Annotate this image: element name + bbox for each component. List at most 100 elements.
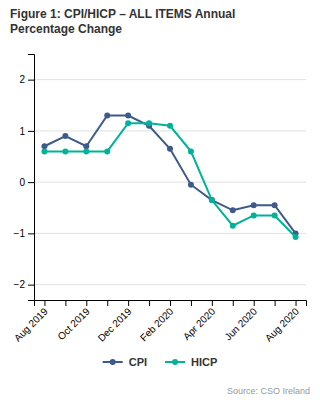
grid-line [34, 233, 306, 234]
point [167, 123, 173, 129]
y-tick-mark [28, 233, 34, 234]
marks [41, 113, 298, 240]
x-axis-line [35, 301, 307, 307]
point [188, 182, 194, 188]
x-tick-mark [128, 300, 129, 306]
point [41, 143, 47, 149]
x-tick [275, 300, 276, 306]
y-tick-label: 1 [19, 126, 25, 137]
point [188, 148, 194, 154]
grid-line [34, 79, 306, 80]
y-tick-label: 2 [19, 74, 25, 85]
legend-label: HICP [191, 356, 217, 368]
grid-line [34, 130, 306, 131]
x-tick [107, 300, 108, 306]
series [41, 113, 298, 237]
chart-container: Figure 1: CPI/HICP – ALL ITEMS AnnualPer… [0, 0, 320, 400]
x-tick: Apr 2020 [181, 300, 218, 342]
title-line: Percentage Change [10, 22, 122, 36]
x-tick-label: Oct 2019 [55, 305, 92, 342]
x-tick-mark [212, 300, 213, 306]
x-tick-mark [275, 300, 276, 306]
x-tick-label: Apr 2020 [181, 305, 218, 342]
y-axis: −2 −1 0 1 2 [14, 55, 35, 301]
legend-item: HICP [165, 356, 217, 368]
x-tick-mark [296, 300, 297, 306]
x-axis: Aug 2019Oct 2019Dec 2019Feb 2020Apr 2020… [12, 300, 307, 344]
point [293, 234, 299, 240]
series [41, 120, 298, 240]
grid-line [34, 284, 306, 285]
point [230, 223, 236, 229]
title: Figure 1: CPI/HICP – ALL ITEMS AnnualPer… [10, 7, 235, 36]
x-tick-label: Dec 2019 [96, 305, 134, 343]
y-tick: −2 [14, 279, 34, 290]
x-tick-mark [149, 300, 150, 306]
point [167, 146, 173, 152]
y-tick: 1 [19, 126, 34, 137]
y-tick: 0 [19, 177, 34, 188]
y-tick: −1 [14, 228, 34, 239]
point [62, 148, 68, 154]
plot-area: −2−1012Aug 2019Oct 2019Dec 2019Feb 2020A… [12, 55, 307, 344]
legend-label: CPI [129, 356, 147, 368]
line [44, 123, 295, 237]
x-tick-mark [191, 300, 192, 306]
point [251, 202, 257, 208]
point [41, 148, 47, 154]
point [146, 120, 152, 126]
x-tick [191, 300, 192, 306]
grid-line [34, 182, 306, 183]
y-tick-mark [28, 131, 34, 132]
y-axis-line [28, 55, 35, 301]
x-tick-mark [233, 300, 234, 306]
point [125, 120, 131, 126]
y-tick: 2 [19, 74, 34, 85]
legend-item: CPI [103, 356, 147, 368]
point [83, 143, 89, 149]
chart-svg: Figure 1: CPI/HICP – ALL ITEMS AnnualPer… [0, 0, 320, 400]
x-tick-label: Aug 2020 [263, 305, 301, 343]
x-tick [65, 300, 66, 306]
x-tick [149, 300, 150, 306]
x-tick-label: Jun 2020 [222, 305, 259, 342]
y-tick-label: −1 [14, 228, 26, 239]
x-tick: Oct 2019 [55, 300, 92, 342]
annotation: Source: CSO Ireland [227, 386, 310, 396]
point [104, 148, 110, 154]
point [209, 197, 215, 203]
point [104, 113, 110, 119]
point [209, 197, 215, 203]
point [125, 113, 131, 119]
point [272, 202, 278, 208]
grid [34, 80, 306, 285]
x-tick: Jun 2020 [222, 300, 259, 343]
y-tick-mark [28, 182, 34, 183]
x-tick [233, 300, 234, 306]
x-tick-mark [44, 300, 45, 306]
point [83, 148, 89, 154]
point [230, 207, 236, 213]
y-tick-label: 0 [19, 177, 25, 188]
y-tick-mark [28, 80, 34, 81]
x-tick: Dec 2019 [96, 300, 134, 344]
legend: CPI HICP [103, 356, 218, 368]
legend-marker [110, 359, 116, 365]
legend-marker [172, 359, 178, 365]
x-tick-mark [107, 300, 108, 306]
x-tick-mark [65, 300, 66, 306]
point [62, 133, 68, 139]
title-line: Figure 1: CPI/HICP – ALL ITEMS Annual [10, 7, 235, 21]
x-tick-mark [170, 300, 171, 306]
x-tick-mark [254, 300, 255, 306]
y-tick-mark [28, 285, 34, 286]
x-tick-label: Feb 2020 [138, 305, 176, 343]
x-tick-label: Aug 2019 [12, 305, 50, 343]
x-tick: Aug 2019 [12, 300, 50, 344]
x-tick: Aug 2020 [263, 300, 301, 344]
point [272, 212, 278, 218]
y-tick-label: −2 [14, 279, 26, 290]
x-tick: Feb 2020 [138, 300, 176, 343]
point [251, 212, 257, 218]
x-tick-mark [86, 300, 87, 306]
